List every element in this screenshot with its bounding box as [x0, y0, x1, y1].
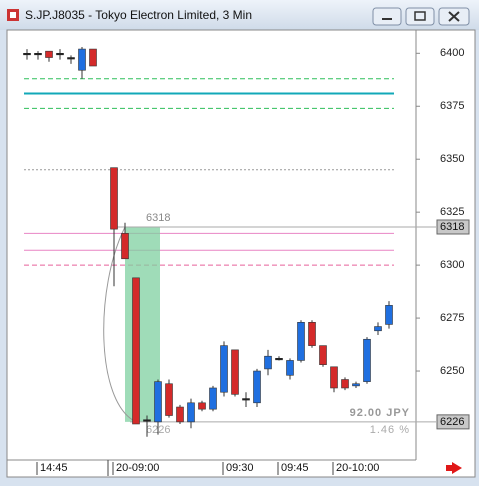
- y-tick-label: 6325: [440, 206, 464, 218]
- y-tick-label: 6250: [440, 365, 464, 377]
- maximize-icon: [414, 11, 426, 21]
- candle-body: [341, 379, 349, 389]
- maximize-button[interactable]: [405, 7, 435, 26]
- app-icon-inner: [10, 12, 16, 18]
- measure-percent: 1.46 %: [370, 424, 410, 436]
- candle-body: [176, 406, 184, 423]
- candle-body: [352, 383, 360, 387]
- candle-body: [220, 345, 228, 393]
- candle-body: [275, 358, 283, 361]
- candle-body: [385, 305, 393, 325]
- candle-body: [264, 355, 272, 370]
- candle-body: [319, 345, 327, 365]
- measure-high-label: 6318: [146, 212, 170, 224]
- candle-body: [330, 366, 338, 389]
- price-tag-label: 6318: [440, 221, 464, 233]
- candle-body: [56, 53, 64, 56]
- chart-area: [6, 29, 476, 478]
- candle-body: [67, 57, 75, 60]
- candle-body: [231, 349, 239, 395]
- measure-range: [125, 226, 160, 422]
- close-icon: [448, 11, 460, 22]
- window-title: S.JP.J8035 - Tokyo Electron Limited, 3 M…: [25, 8, 252, 22]
- candle-body: [132, 277, 140, 425]
- candle-body: [78, 48, 86, 71]
- x-tick-label: 20-09:00: [116, 462, 159, 474]
- candle-body: [187, 402, 195, 423]
- scroll-arrow[interactable]: [446, 462, 462, 474]
- y-tick-label: 6300: [440, 259, 464, 271]
- candle-body: [23, 53, 31, 56]
- candle-body: [308, 322, 316, 346]
- x-tick-label: 09:45: [281, 462, 309, 474]
- measure-arc: [103, 226, 137, 423]
- candle-body: [154, 381, 162, 423]
- candle-body: [34, 53, 42, 56]
- y-tick-label: 6275: [440, 312, 464, 324]
- y-tick-label: 6350: [440, 153, 464, 165]
- minimize-button[interactable]: [372, 7, 402, 26]
- candle-body: [165, 383, 173, 416]
- candle-body: [143, 419, 151, 422]
- candle-body: [198, 402, 206, 410]
- x-tick-label: 20-10:00: [336, 462, 379, 474]
- candle-body: [286, 360, 294, 376]
- candle-body: [297, 322, 305, 361]
- candle-body: [363, 338, 371, 382]
- measure-change: 92.00 JPY: [350, 407, 410, 419]
- candle-body: [89, 48, 97, 67]
- price-tag: [436, 414, 470, 430]
- candle-body: [242, 398, 250, 401]
- candle-body: [45, 50, 53, 58]
- candle-body: [374, 326, 382, 332]
- window-buttons: [372, 7, 470, 26]
- price-tag: [436, 219, 470, 235]
- candle-body: [253, 370, 261, 404]
- y-tick-label: 6400: [440, 47, 464, 59]
- candle-body: [209, 387, 217, 410]
- candle-body: [110, 167, 118, 230]
- x-tick-label: 14:45: [40, 462, 68, 474]
- candle-body: [121, 233, 129, 260]
- y-tick-label: 6375: [440, 100, 464, 112]
- x-tick-label: 09:30: [226, 462, 254, 474]
- price-tag-label: 6226: [440, 416, 464, 428]
